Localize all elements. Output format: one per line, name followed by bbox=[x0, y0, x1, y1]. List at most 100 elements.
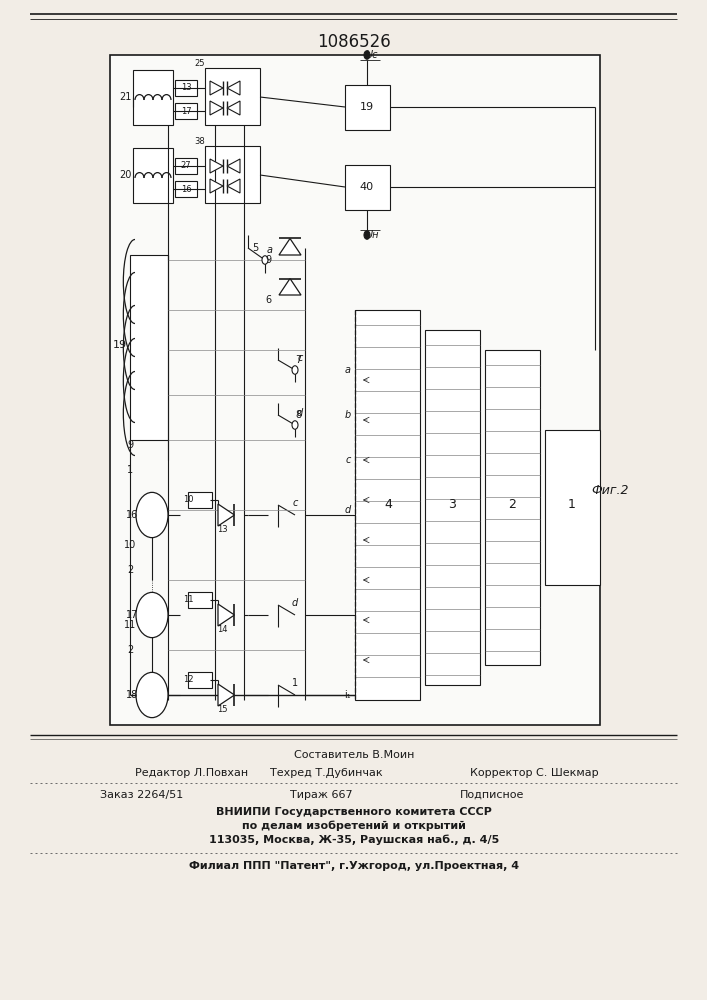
Bar bbox=[425, 330, 480, 685]
Text: 21: 21 bbox=[119, 92, 132, 102]
Circle shape bbox=[364, 231, 370, 239]
Polygon shape bbox=[218, 684, 235, 706]
Text: Подписное: Подписное bbox=[460, 790, 525, 800]
Circle shape bbox=[136, 672, 168, 718]
Bar bbox=[130, 255, 168, 440]
Bar bbox=[205, 68, 260, 125]
Polygon shape bbox=[227, 179, 240, 193]
Circle shape bbox=[262, 256, 268, 264]
Text: 20: 20 bbox=[119, 170, 132, 180]
Text: 15: 15 bbox=[217, 706, 227, 714]
Text: 1: 1 bbox=[127, 465, 133, 475]
Text: ВНИИПИ Государственного комитета СССР: ВНИИПИ Государственного комитета СССР bbox=[216, 807, 492, 817]
Bar bbox=[188, 672, 212, 688]
Bar bbox=[175, 158, 197, 174]
Text: Заказ 2264/51: Заказ 2264/51 bbox=[100, 790, 183, 800]
Text: Филиал ППП "Патент", г.Ужгород, ул.Проектная, 4: Филиал ППП "Патент", г.Ужгород, ул.Проек… bbox=[189, 861, 519, 871]
Text: a: a bbox=[345, 365, 351, 375]
Polygon shape bbox=[210, 159, 223, 173]
Text: Составитель В.Моин: Составитель В.Моин bbox=[294, 750, 414, 760]
Polygon shape bbox=[218, 504, 235, 526]
Text: d: d bbox=[345, 505, 351, 515]
Text: 11: 11 bbox=[182, 595, 193, 604]
Text: 3: 3 bbox=[448, 498, 456, 512]
Bar bbox=[188, 592, 212, 608]
Text: 14: 14 bbox=[217, 626, 227, 635]
Text: i₁: i₁ bbox=[344, 690, 350, 700]
Bar bbox=[175, 181, 197, 197]
Circle shape bbox=[136, 592, 168, 638]
Text: 19: 19 bbox=[113, 340, 127, 350]
Bar bbox=[188, 492, 212, 508]
Text: 11: 11 bbox=[124, 620, 136, 630]
Text: c: c bbox=[292, 498, 298, 508]
Circle shape bbox=[292, 366, 298, 374]
Text: 10: 10 bbox=[182, 495, 193, 504]
Text: 4: 4 bbox=[384, 498, 392, 512]
Text: 2: 2 bbox=[508, 498, 516, 512]
Polygon shape bbox=[227, 101, 240, 115]
Text: b: b bbox=[345, 410, 351, 420]
Text: 18: 18 bbox=[126, 690, 138, 700]
Text: 9: 9 bbox=[265, 255, 271, 265]
Text: 16: 16 bbox=[181, 184, 192, 194]
Text: 2: 2 bbox=[127, 565, 133, 575]
Bar bbox=[175, 80, 197, 96]
Text: 17: 17 bbox=[126, 610, 138, 620]
Text: Uн: Uн bbox=[366, 230, 379, 240]
Polygon shape bbox=[218, 604, 235, 626]
Circle shape bbox=[364, 51, 370, 59]
Bar bbox=[345, 165, 390, 210]
Polygon shape bbox=[210, 81, 223, 95]
Text: 38: 38 bbox=[194, 136, 205, 145]
Bar bbox=[355, 310, 420, 700]
Circle shape bbox=[292, 421, 298, 429]
Text: 6: 6 bbox=[265, 295, 271, 305]
Bar bbox=[133, 148, 173, 203]
Text: d: d bbox=[297, 408, 303, 418]
Polygon shape bbox=[227, 159, 240, 173]
Polygon shape bbox=[227, 81, 240, 95]
Text: 25: 25 bbox=[194, 58, 205, 68]
Text: 12: 12 bbox=[182, 676, 193, 685]
Text: Корректор С. Шекмар: Корректор С. Шекмар bbox=[470, 768, 599, 778]
Text: 9: 9 bbox=[127, 440, 133, 450]
Bar bbox=[205, 146, 260, 203]
Circle shape bbox=[136, 492, 168, 538]
Text: 113035, Москва, Ж-35, Раушская наб., д. 4/5: 113035, Москва, Ж-35, Раушская наб., д. … bbox=[209, 835, 499, 845]
Text: 10: 10 bbox=[124, 540, 136, 550]
Text: Uс: Uс bbox=[366, 50, 378, 60]
Text: 27: 27 bbox=[181, 161, 192, 170]
Polygon shape bbox=[279, 278, 301, 295]
Text: Редактор Л.Повхан: Редактор Л.Повхан bbox=[135, 768, 248, 778]
Text: 5: 5 bbox=[252, 243, 258, 253]
Text: 1086526: 1086526 bbox=[317, 33, 391, 51]
Bar bbox=[133, 70, 173, 125]
Text: 17: 17 bbox=[181, 106, 192, 115]
Text: c: c bbox=[345, 455, 351, 465]
Bar bbox=[110, 55, 600, 725]
Text: 19: 19 bbox=[360, 102, 374, 112]
Text: Тираж 667: Тираж 667 bbox=[290, 790, 353, 800]
Text: a: a bbox=[267, 245, 273, 255]
Text: по делам изобретений и открытий: по делам изобретений и открытий bbox=[242, 821, 466, 831]
Text: 7: 7 bbox=[295, 355, 301, 365]
Polygon shape bbox=[279, 238, 301, 255]
Text: 1: 1 bbox=[568, 498, 576, 512]
Bar bbox=[545, 430, 600, 585]
Text: Фиг.2: Фиг.2 bbox=[591, 484, 629, 496]
Bar bbox=[345, 85, 390, 130]
Bar bbox=[175, 103, 197, 119]
Text: 2: 2 bbox=[127, 645, 133, 655]
Text: 8: 8 bbox=[295, 410, 301, 420]
Text: d: d bbox=[292, 598, 298, 608]
Text: Техред Т.Дубинчак: Техред Т.Дубинчак bbox=[270, 768, 382, 778]
Text: 16: 16 bbox=[126, 510, 138, 520]
Polygon shape bbox=[210, 101, 223, 115]
Bar bbox=[485, 350, 540, 665]
Text: 40: 40 bbox=[360, 182, 374, 192]
Polygon shape bbox=[210, 179, 223, 193]
Text: 13: 13 bbox=[181, 84, 192, 93]
Text: 13: 13 bbox=[216, 526, 228, 534]
Text: c: c bbox=[298, 353, 303, 363]
